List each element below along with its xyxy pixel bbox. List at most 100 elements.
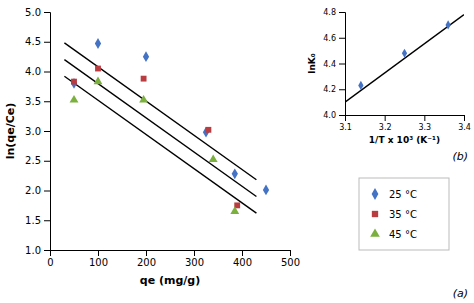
x-tick-label: 100	[89, 257, 108, 268]
x-axis-line	[346, 116, 465, 122]
panel: 01002003004005001.01.52.02.53.03.54.04.5…	[4, 7, 300, 287]
legend-marker	[372, 211, 378, 217]
point	[205, 127, 211, 133]
point	[70, 95, 79, 103]
y-tick-mark	[44, 72, 50, 73]
y-tick: 4.0	[323, 111, 345, 120]
x-axis-line	[51, 251, 291, 257]
point	[230, 206, 239, 214]
x-tick-mark	[146, 250, 147, 256]
y-tick-mark	[339, 12, 345, 13]
x-tick-label: 3.1	[339, 123, 352, 132]
fit-line	[64, 43, 256, 180]
y-tick-label: 4.4	[323, 60, 336, 69]
fit-line	[345, 15, 464, 103]
point	[94, 76, 103, 84]
x-axis: 0 100 200 300 400 500	[47, 250, 300, 268]
y-tick-label: 3.5	[25, 96, 41, 107]
legend-label: 35 °C	[389, 209, 417, 220]
x-tick-label: 0	[47, 257, 53, 268]
x-tick: 100	[89, 250, 108, 268]
y-tick-mark	[44, 220, 50, 221]
point	[232, 168, 238, 179]
y-tick-mark	[44, 131, 50, 132]
panel: 3.1 3.2 3.3 3.4 4.0 4.2 4.4 4.6 4.8 1/T x 10³ (K⁻…	[307, 8, 471, 145]
x-axis: 3.1 3.2 3.3 3.4	[339, 115, 471, 132]
y-tick-label: 1.0	[25, 245, 41, 256]
y-tick: 4.8	[323, 8, 345, 17]
y-tick: 4.6	[323, 34, 345, 43]
x-axis-title: 1/T x 10³ (K⁻¹)	[369, 135, 440, 145]
y-tick-mark	[339, 64, 345, 65]
x-tick-label: 3.3	[418, 123, 431, 132]
point	[263, 184, 269, 195]
y-tick-mark	[44, 42, 50, 43]
y-tick-label: 4.6	[323, 34, 336, 43]
panel-label: (a)	[453, 287, 468, 300]
y-axis: 1.01.52.02.53.03.54.04.55.0	[25, 7, 50, 256]
marks	[345, 15, 464, 103]
point	[71, 79, 77, 85]
x-tick-label: 300	[185, 257, 204, 268]
y-tick-mark	[339, 89, 345, 90]
y-tick-label: 4.2	[323, 85, 336, 94]
point	[141, 76, 147, 82]
x-tick-mark	[194, 250, 195, 256]
y-tick-mark	[339, 38, 345, 39]
x-tick-label: 3.2	[379, 123, 392, 132]
x-tick: 3.3	[418, 115, 431, 132]
y-tick-label: 4.0	[323, 111, 336, 120]
legend-label: 25 °C	[389, 189, 417, 200]
legend-marker	[370, 228, 380, 236]
point	[95, 66, 101, 72]
x-tick: 400	[233, 250, 252, 268]
x-tick-mark	[464, 115, 465, 121]
x-tick-label: 200	[137, 257, 156, 268]
x-tick: 0	[47, 250, 53, 268]
y-tick: 4.2	[323, 85, 345, 94]
x-tick-mark	[290, 250, 291, 256]
y-tick-label: 3.0	[25, 126, 41, 137]
x-tick-mark	[385, 115, 386, 121]
x-tick: 3.1	[339, 115, 352, 132]
x-tick-mark	[98, 250, 99, 256]
y-tick-label: 1.5	[25, 215, 41, 226]
marks	[64, 38, 269, 214]
x-tick: 3.2	[379, 115, 392, 132]
point	[95, 38, 101, 49]
y-tick-mark	[44, 101, 50, 102]
y-tick: 3.0	[25, 126, 50, 137]
point	[358, 81, 363, 90]
y-tick-label: 2.0	[25, 185, 41, 196]
y-tick-label: 5.0	[25, 7, 41, 18]
y-tick-mark	[44, 191, 50, 192]
y-axis-line	[339, 13, 346, 116]
point	[139, 95, 148, 103]
x-tick-label: 500	[281, 257, 300, 268]
x-tick: 200	[137, 250, 156, 268]
y-tick-mark	[44, 12, 50, 13]
figure: 0 100 200 300 400 500 1.0 1.5 2.0 2.5 3.0 3.5 4.0 4.5…	[0, 0, 474, 303]
y-tick-mark	[339, 115, 345, 116]
x-axis-title: qe (mg/g)	[140, 274, 200, 287]
y-tick-mark	[44, 161, 50, 162]
y-tick: 1.0	[25, 245, 50, 256]
point	[209, 154, 218, 162]
fit-line	[64, 60, 256, 197]
legend-frame	[359, 178, 449, 250]
y-axis-title: ln(qe/Ce)	[4, 103, 17, 160]
point	[446, 20, 451, 29]
y-axis: 4.0 4.2 4.4 4.6 4.8	[323, 8, 345, 120]
y-tick-mark	[44, 250, 50, 251]
y-tick: 2.5	[25, 155, 50, 166]
y-tick: 5.0	[25, 7, 50, 18]
legend-marker	[372, 188, 379, 200]
y-tick: 3.5	[25, 96, 50, 107]
y-tick: 4.5	[25, 36, 50, 47]
x-tick-label: 3.4	[458, 123, 471, 132]
y-tick: 2.0	[25, 185, 50, 196]
point	[402, 49, 407, 58]
x-tick: 500	[281, 250, 300, 268]
y-tick-label: 2.5	[25, 155, 41, 166]
x-tick-label: 400	[233, 257, 252, 268]
